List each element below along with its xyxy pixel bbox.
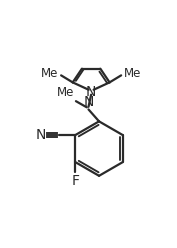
Text: Me: Me [124,67,142,80]
Text: Me: Me [57,86,74,98]
Text: N: N [36,128,46,142]
Text: N: N [83,95,94,109]
Text: F: F [72,174,79,187]
Text: Me: Me [41,67,58,80]
Text: N: N [86,85,96,98]
